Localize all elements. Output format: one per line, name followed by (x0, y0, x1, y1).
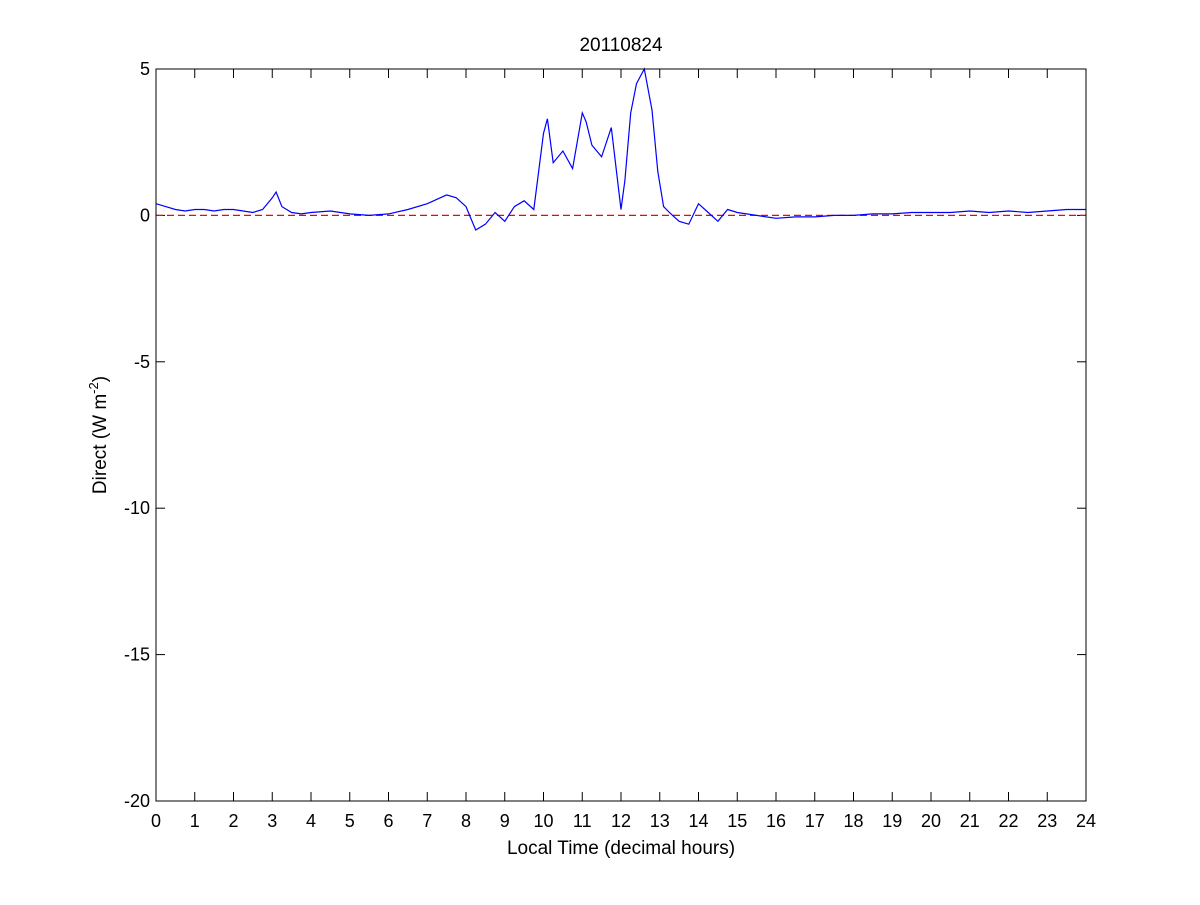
x-tick-label: 20 (921, 811, 941, 831)
x-tick-label: 8 (461, 811, 471, 831)
x-tick-label: 3 (267, 811, 277, 831)
x-tick-label: 21 (960, 811, 980, 831)
series-layer (155, 67, 1086, 231)
x-tick-label: 14 (688, 811, 708, 831)
x-tick-label: 13 (650, 811, 670, 831)
y-tick-label: -5 (134, 352, 150, 372)
x-tick-label: 24 (1076, 811, 1096, 831)
x-tick-label: 0 (151, 811, 161, 831)
x-tick-labels: 0 1 2 3 4 5 6 7 8 9 10 11 12 13 14 15 16 17 18 19 20 21 22 23 24 (151, 811, 1096, 831)
series-line-0 (155, 67, 1086, 231)
x-axis-label: Local Time (decimal hours) (507, 838, 735, 859)
x-tick-label: 22 (998, 811, 1018, 831)
plot-frame (155, 68, 1087, 802)
y-tick-labels: -20 -15 -10 -5 0 5 (124, 59, 150, 811)
x-tick-label: 15 (727, 811, 747, 831)
x-tick-label: 19 (882, 811, 902, 831)
x-tick-label: 10 (533, 811, 553, 831)
x-tick-label: 11 (573, 811, 592, 831)
x-tick-label: 18 (843, 811, 863, 831)
x-tick-label: 9 (500, 811, 510, 831)
plot-area-background (156, 69, 1086, 801)
x-tick-label: 7 (422, 811, 432, 831)
y-tick-label: -10 (124, 498, 150, 518)
x-tick-label: 5 (345, 811, 355, 831)
x-tick-label: 23 (1037, 811, 1057, 831)
x-tick-label: 12 (611, 811, 631, 831)
y-tick-label: -20 (124, 791, 150, 811)
y-tick-label: 0 (140, 205, 150, 225)
y-axis-label: Direct (W m-2) (86, 376, 111, 494)
x-tick-label: 17 (805, 811, 825, 831)
y-tick-label: 5 (140, 59, 150, 79)
y-tick-label: -15 (124, 645, 150, 665)
x-tick-label: 1 (190, 811, 200, 831)
x-tick-label: 4 (306, 811, 316, 831)
x-tick-label: 6 (383, 811, 393, 831)
x-tick-label: 16 (766, 811, 786, 831)
x-tick-label: 2 (228, 811, 238, 831)
y-axis-label-main: Direct (W m (90, 394, 111, 494)
chart-title: 20110824 (579, 35, 663, 56)
y-axis-label-close: ) (90, 376, 111, 382)
y-axis-label-superscript: -2 (86, 382, 101, 394)
